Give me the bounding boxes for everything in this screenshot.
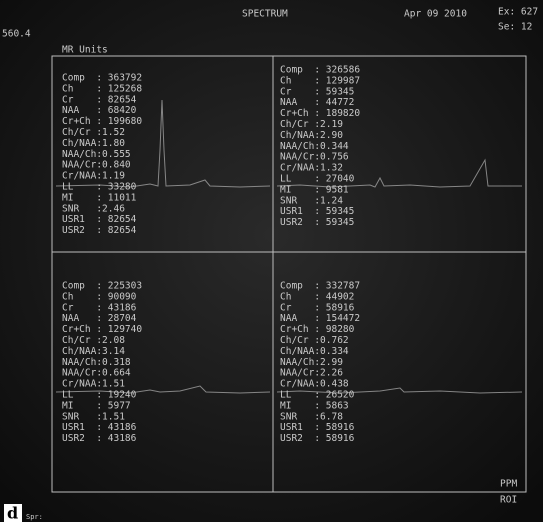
panel-label: d (7, 504, 18, 522)
readout-line: Cr/NAA:0.438 (280, 379, 349, 390)
readout-line: Cr : 82654 (62, 94, 137, 105)
readout-line: Ch/NAA:0.334 (280, 346, 349, 357)
date: Apr 09 2010 (404, 9, 467, 20)
readout-line: Cr : 58916 (280, 302, 355, 313)
readout-line: Comp : 363792 (62, 73, 142, 84)
series: Se: 12 (498, 22, 532, 33)
readout-line: MI : 5977 (62, 400, 131, 411)
readout-line: MI : 5863 (280, 400, 349, 411)
spectrum-screen: 560.4 SPECTRUM Apr 09 2010 Ex: 627 Se: 1… (0, 0, 543, 522)
readout-line: USR2 : 82654 (62, 225, 137, 236)
position: 560.4 (2, 29, 31, 40)
readout-line: Comp : 326586 (280, 65, 360, 76)
readout-line: Ch : 44902 (280, 291, 354, 302)
readout-line: NAA/Cr:0.664 (62, 368, 131, 379)
readout-line: USR2 : 43186 (62, 433, 137, 444)
axis-unit: PPM (500, 479, 517, 490)
readout-line: Ch/Cr :0.762 (280, 335, 349, 346)
readout-line: USR1 : 58916 (280, 422, 355, 433)
readout-line: NAA/Ch:2.99 (280, 357, 343, 368)
readout-line: Cr+Ch : 98280 (280, 324, 355, 335)
readout-line: Ch : 125268 (62, 83, 142, 94)
readout-line: USR1 : 82654 (62, 214, 137, 225)
readout-line: Cr : 59345 (280, 86, 354, 97)
readout-line: Ch/NAA:1.80 (62, 138, 125, 149)
readout-line: NAA/Cr:0.840 (62, 160, 131, 171)
readout-line: Comp : 225303 (62, 281, 142, 292)
readout-line: Cr+Ch : 199680 (62, 116, 142, 127)
readout-line: Cr+Ch : 129740 (62, 324, 142, 335)
roi: ROI (500, 495, 517, 506)
readout-line: Ch : 129987 (280, 75, 360, 86)
readout-line: Ch : 90090 (62, 291, 137, 302)
readout-line: Cr : 43186 (62, 302, 137, 313)
readout-line: Ch/Cr :2.08 (62, 335, 125, 346)
readout-line: NAA : 68420 (62, 105, 137, 116)
readout-line: MI : 9581 (280, 184, 349, 195)
readout-line: MI : 11011 (62, 192, 137, 203)
readout-line: Comp : 332787 (280, 281, 360, 292)
readout-line: NAA : 154472 (280, 313, 360, 324)
readout-line: USR1 : 59345 (280, 206, 354, 217)
readout-line: NAA/Cr:0.756 (280, 152, 349, 163)
readout-line: Ch/Cr :1.52 (62, 127, 125, 138)
readout-line: NAA/Ch:0.555 (62, 149, 131, 160)
readout-line: Ch/Cr :2.19 (280, 119, 343, 130)
readout-line: SNR :1.24 (280, 195, 343, 206)
readout-line: USR1 : 43186 (62, 422, 137, 433)
readout-line: SNR :6.78 (280, 411, 343, 422)
readout-line: Cr+Ch : 189820 (280, 108, 360, 119)
readout-line: Cr/NAA:1.19 (62, 171, 125, 182)
readout-line: SNR :2.46 (62, 203, 125, 214)
readout-line: NAA/Ch:0.344 (280, 141, 349, 152)
readout-line: Ch/NAA:3.14 (62, 346, 125, 357)
readout-line: NAA : 28704 (62, 313, 137, 324)
readout-line: NAA/Ch:0.318 (62, 357, 131, 368)
readout-line: NAA/Cr:2.26 (280, 368, 343, 379)
readout-line: LL : 27040 (280, 174, 355, 185)
exam: Ex: 627 (498, 7, 538, 18)
readout-line: USR2 : 59345 (280, 217, 354, 228)
readout-line: LL : 26520 (280, 390, 355, 401)
readout-line: Ch/NAA:2.90 (280, 130, 343, 141)
readout-line: USR2 : 58916 (280, 433, 355, 444)
units: MR Units (62, 45, 108, 56)
readout-line: Cr/NAA:1.51 (62, 379, 125, 390)
readout-line: LL : 19240 (62, 390, 137, 401)
readout-line: Cr/NAA:1.32 (280, 163, 343, 174)
readout-line: LL : 33280 (62, 182, 137, 193)
readout-line: NAA : 44772 (280, 97, 354, 108)
status: Spr: (26, 513, 43, 521)
readout-line: SNR :1.51 (62, 411, 125, 422)
title: SPECTRUM (242, 9, 288, 20)
